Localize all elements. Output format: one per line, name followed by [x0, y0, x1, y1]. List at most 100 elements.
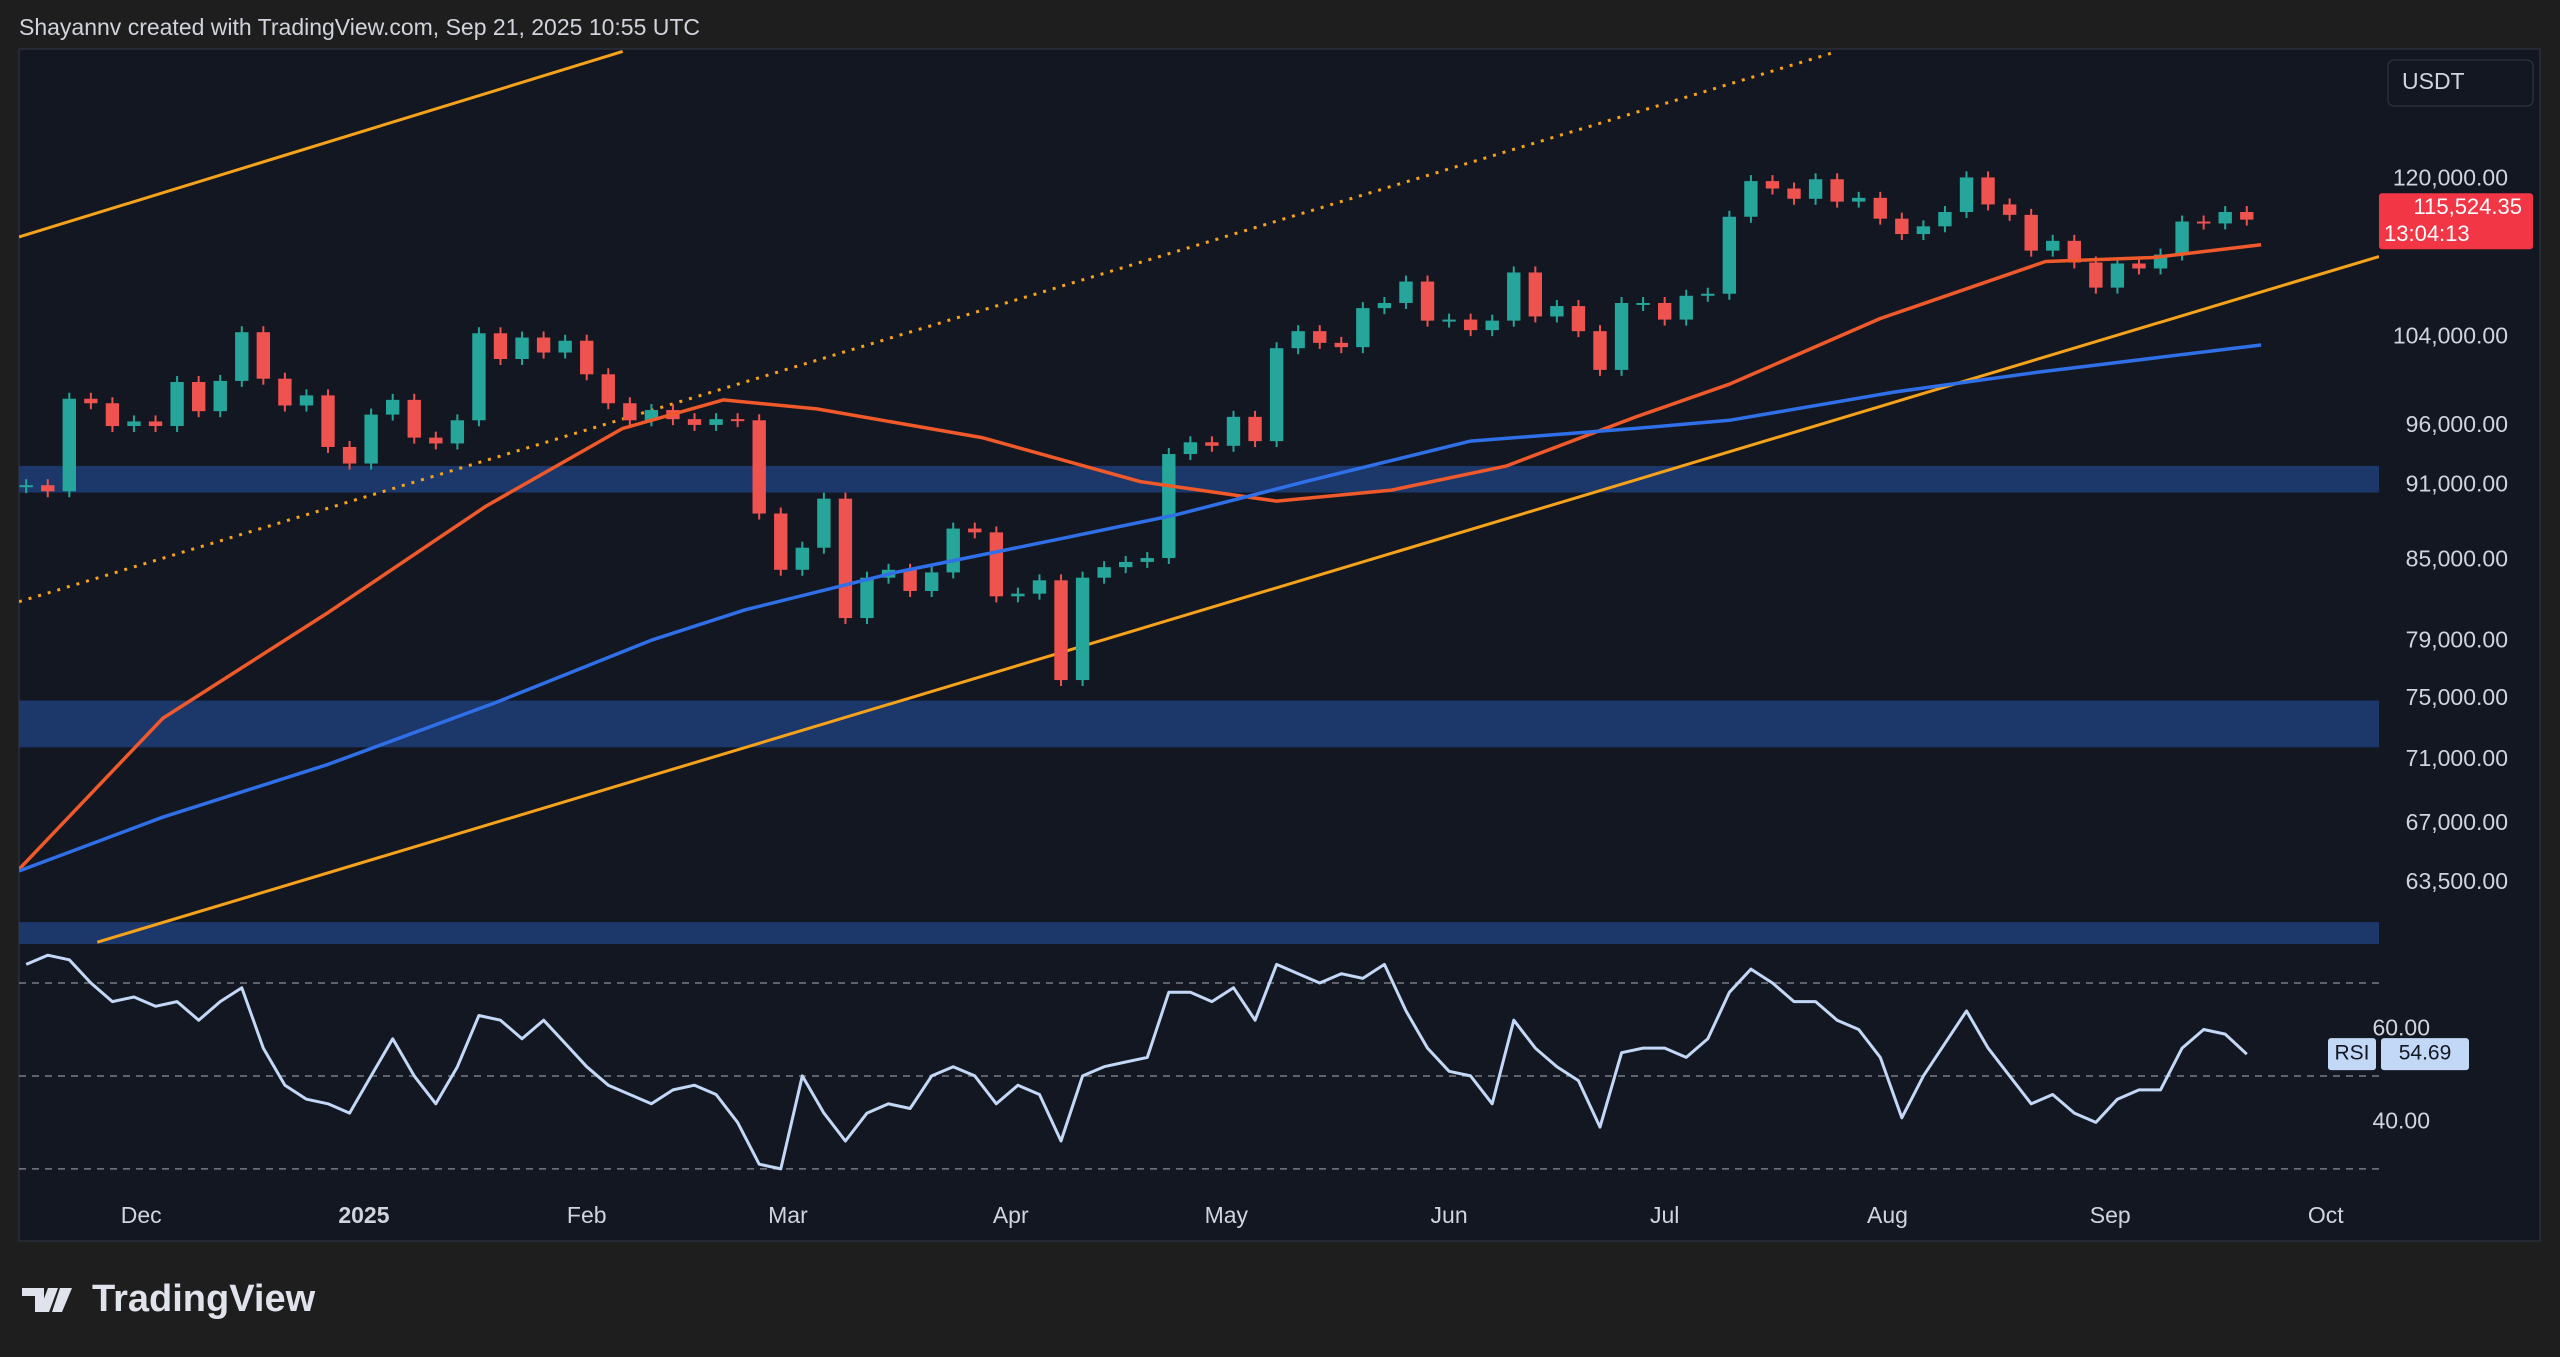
candle	[515, 337, 529, 359]
candle	[1981, 177, 1995, 205]
candle	[105, 403, 120, 427]
support-zone	[19, 922, 2379, 944]
candle	[1011, 593, 1025, 597]
candle	[407, 399, 421, 438]
x-tick-label: Feb	[567, 1202, 607, 1228]
candle	[429, 437, 443, 444]
candle	[709, 419, 723, 425]
trendline	[96, 255, 2379, 944]
candle	[2067, 240, 2081, 263]
candle	[1205, 442, 1219, 446]
axes: 120,000.00 104,000.00 96,000.00 91,000.00 85…	[121, 164, 2533, 1228]
y-tick-label: 120,000.00	[2393, 164, 2508, 190]
x-tick-label: Oct	[2308, 1202, 2344, 1228]
x-tick-label: Sep	[2090, 1202, 2131, 1228]
candle	[1442, 319, 1456, 322]
candle	[1679, 295, 1693, 320]
price-pane	[19, 50, 2379, 944]
y-tick-label: 85,000.00	[2406, 546, 2508, 572]
brand-name: TradingView	[92, 1278, 316, 1320]
candle	[1571, 306, 1586, 332]
candle	[1593, 331, 1607, 370]
candle	[493, 333, 508, 359]
support-zone	[19, 700, 2379, 748]
candle	[1032, 580, 1047, 594]
candle	[730, 419, 745, 422]
candle	[1916, 226, 1931, 235]
candle	[1765, 181, 1780, 189]
candle	[191, 382, 206, 412]
candle	[62, 398, 76, 492]
candle	[1744, 181, 1758, 217]
candle	[623, 403, 637, 421]
x-tick-label: Mar	[768, 1202, 808, 1228]
rsi-tick-label: 40.00	[2372, 1107, 2430, 1133]
candle	[1701, 293, 1715, 296]
candle	[1830, 179, 1844, 202]
rsi-value-label: 54.69	[2399, 1042, 2452, 1065]
candle	[1334, 342, 1348, 348]
candle	[1313, 331, 1327, 343]
candle	[946, 528, 960, 573]
candle	[817, 498, 831, 548]
candle	[450, 420, 465, 444]
y-tick-label: 96,000.00	[2406, 411, 2508, 437]
y-tick-label: 75,000.00	[2406, 684, 2508, 710]
candle	[795, 547, 809, 570]
candle	[1463, 319, 1478, 331]
candle	[1075, 577, 1090, 681]
header-text: Shayannv created with TradingView.com, S…	[19, 14, 700, 40]
candle	[170, 382, 184, 427]
footer-logo: TradingView	[22, 1278, 316, 1320]
candle	[644, 410, 659, 421]
support-zone	[19, 465, 2379, 493]
y-tick-label: 104,000.00	[2393, 323, 2508, 349]
candle	[1162, 454, 1176, 559]
rsi-name-box	[2328, 1038, 2376, 1071]
candle	[321, 395, 335, 447]
candle	[1722, 216, 1737, 294]
candle	[2046, 240, 2060, 251]
candle	[1938, 211, 1952, 227]
candle	[774, 513, 788, 570]
candle	[364, 414, 378, 464]
currency-label[interactable]: USDT	[2402, 68, 2465, 94]
x-tick-label: Jun	[1431, 1202, 1468, 1228]
candle	[1614, 302, 1629, 370]
candle	[2175, 221, 2189, 255]
candle	[1183, 442, 1198, 455]
candle	[1808, 179, 1823, 199]
candle	[472, 333, 486, 421]
candle	[278, 378, 292, 406]
candle	[924, 572, 939, 591]
candle	[1550, 306, 1564, 317]
candle	[1485, 320, 1499, 331]
candle	[860, 577, 874, 619]
candle	[1140, 558, 1154, 562]
candle	[1226, 416, 1241, 446]
candle	[687, 419, 702, 425]
candle	[1507, 272, 1521, 321]
candle	[2196, 221, 2211, 224]
candle	[235, 332, 249, 381]
candle	[1959, 177, 1974, 212]
rsi-value-box	[2381, 1038, 2469, 1071]
candle	[1528, 272, 1543, 317]
x-tick-label: Apr	[993, 1202, 1029, 1228]
candle	[838, 498, 853, 619]
x-tick-label: Dec	[121, 1202, 162, 1228]
candle	[127, 421, 141, 427]
moving-average	[19, 343, 2262, 873]
candle	[580, 340, 594, 375]
candle	[1054, 580, 1068, 681]
currency-box[interactable]	[2387, 59, 2534, 107]
candle	[752, 420, 766, 514]
last-price-box	[2379, 193, 2533, 250]
candle	[19, 485, 33, 488]
candle	[1248, 416, 1262, 442]
logo-icon	[22, 1288, 72, 1312]
candle	[536, 337, 551, 353]
candle	[1873, 197, 1887, 219]
candle	[1399, 281, 1413, 303]
